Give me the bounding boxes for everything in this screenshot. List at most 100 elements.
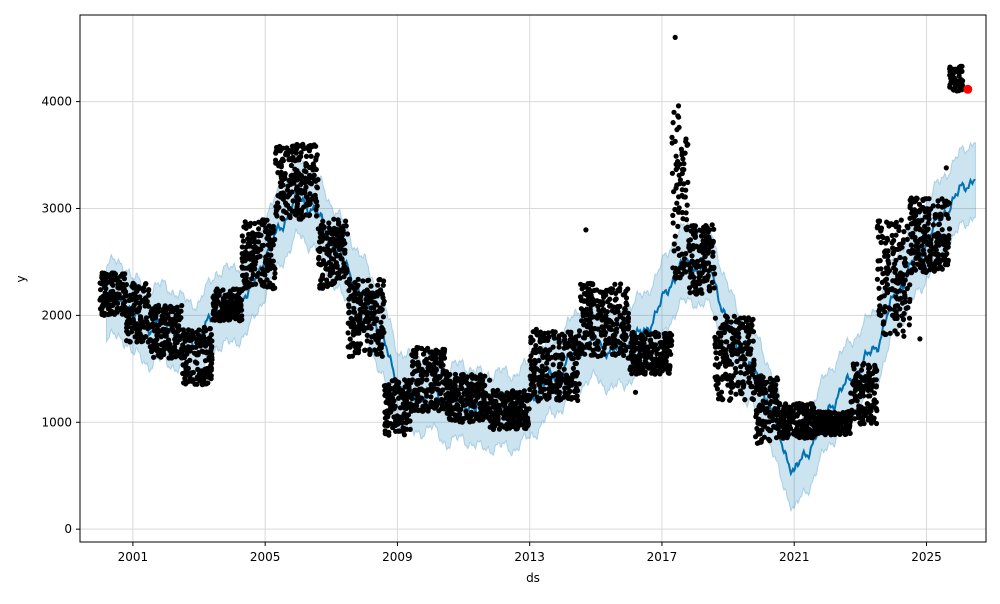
observed-point <box>584 312 591 318</box>
observed-point <box>226 307 232 313</box>
observed-point <box>422 360 428 366</box>
observed-point <box>792 420 798 426</box>
observed-point <box>738 370 744 376</box>
observed-point <box>151 315 157 321</box>
observed-point <box>657 340 663 346</box>
observed-point <box>394 416 400 422</box>
observed-point <box>124 328 130 334</box>
observed-point <box>514 410 520 417</box>
observed-point <box>816 411 822 417</box>
observed-point <box>521 388 527 394</box>
observed-point <box>240 265 246 271</box>
observed-point <box>151 328 158 334</box>
observed-point <box>531 347 537 353</box>
observed-point <box>203 350 209 356</box>
observed-point <box>465 415 471 421</box>
observed-outlier-point <box>943 165 949 171</box>
observed-point <box>404 402 410 408</box>
observed-point <box>103 285 109 292</box>
observed-point <box>334 264 340 270</box>
observed-point <box>569 382 575 388</box>
observed-point <box>832 431 838 437</box>
observed-point <box>147 337 153 343</box>
observed-point <box>647 331 653 338</box>
observed-point <box>951 75 957 81</box>
observed-point <box>669 170 676 176</box>
observed-point <box>118 282 124 288</box>
observed-point <box>380 314 386 320</box>
observed-point <box>907 282 913 288</box>
observed-point <box>892 315 898 321</box>
observed-point <box>876 295 882 301</box>
observed-point <box>440 370 446 376</box>
observed-point <box>402 377 408 383</box>
x-tick-label: 2005 <box>250 550 281 564</box>
observed-point <box>142 281 149 287</box>
observed-point <box>556 397 563 403</box>
observed-point <box>926 196 932 202</box>
observed-point <box>670 265 676 271</box>
observed-point <box>602 314 608 320</box>
observed-point <box>596 313 602 319</box>
observed-point <box>128 306 135 312</box>
observed-point <box>610 304 617 310</box>
observed-point <box>578 281 584 287</box>
observed-point <box>747 348 754 354</box>
observed-point <box>676 205 682 211</box>
observed-point <box>576 328 583 334</box>
observed-point <box>573 360 579 367</box>
observed-point <box>390 406 396 412</box>
observed-point <box>557 354 563 360</box>
observed-point <box>119 311 125 317</box>
observed-point <box>545 349 551 355</box>
observed-point <box>654 332 660 338</box>
observed-point <box>738 391 744 397</box>
observed-point <box>733 391 739 397</box>
observed-points <box>97 34 966 446</box>
observed-point <box>896 242 902 248</box>
observed-point <box>697 281 703 287</box>
observed-point <box>959 87 965 93</box>
observed-point <box>614 321 620 327</box>
observed-point <box>307 180 313 186</box>
observed-point <box>134 339 140 345</box>
observed-point <box>432 373 439 379</box>
observed-point <box>121 286 127 292</box>
observed-point <box>348 315 354 322</box>
observed-point <box>904 236 910 242</box>
observed-point <box>653 356 659 362</box>
observed-point <box>262 228 268 235</box>
observed-point <box>893 232 899 238</box>
observed-point <box>925 259 932 265</box>
observed-point <box>920 251 927 257</box>
observed-point <box>268 246 274 252</box>
observed-point <box>874 225 880 231</box>
observed-point <box>866 393 872 399</box>
observed-point <box>373 302 380 308</box>
observed-point <box>99 309 105 316</box>
observed-point <box>194 352 200 358</box>
observed-point <box>858 389 865 395</box>
observed-point <box>709 222 715 228</box>
observed-point <box>162 311 168 317</box>
observed-point <box>544 354 550 360</box>
observed-point <box>162 320 168 326</box>
observed-point <box>365 300 371 306</box>
observed-point <box>123 282 129 288</box>
observed-point <box>551 372 557 378</box>
observed-point <box>127 292 133 298</box>
observed-point <box>207 326 213 332</box>
observed-point <box>935 198 941 204</box>
observed-point <box>698 244 704 250</box>
observed-point <box>742 371 748 377</box>
observed-point <box>280 196 286 202</box>
observed-point <box>670 120 676 126</box>
observed-point <box>867 364 873 370</box>
observed-point <box>641 343 647 349</box>
observed-point <box>859 375 865 381</box>
observed-point <box>460 416 467 422</box>
observed-point <box>874 276 881 282</box>
observed-point <box>915 225 922 231</box>
observed-point <box>880 319 887 325</box>
observed-point <box>802 408 809 414</box>
